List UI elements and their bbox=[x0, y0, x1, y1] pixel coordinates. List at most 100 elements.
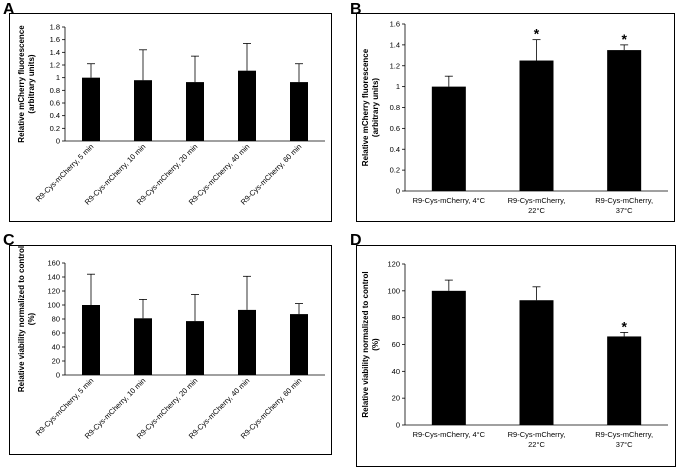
x-tick-label-b-1: R9-Cys-mCherry, 4°C bbox=[413, 196, 486, 205]
y-tick-label-d: 60 bbox=[392, 340, 400, 349]
y-tick-label-a: 1.8 bbox=[50, 23, 60, 32]
x-tick-label-line-b: 37°C bbox=[616, 206, 633, 215]
significance-star-b-2: * bbox=[534, 26, 540, 42]
y-tick-label-d: 100 bbox=[387, 286, 400, 295]
bar-c-2 bbox=[134, 318, 152, 375]
bar-b-2 bbox=[519, 60, 554, 191]
panel-letter-b: B bbox=[350, 1, 362, 18]
y-tick-label-b: 0 bbox=[396, 187, 400, 196]
panel-letter-c: C bbox=[3, 232, 15, 249]
y-tick-label-c: 20 bbox=[52, 357, 60, 366]
x-tick-label-b-2: R9-Cys-mCherry, 22°C bbox=[508, 196, 566, 215]
y-tick-label-c: 100 bbox=[47, 301, 60, 310]
y-tick-label-c: 80 bbox=[52, 315, 60, 324]
x-tick-label-c-1: R9-Cys-mCherry, 5 min bbox=[34, 376, 96, 438]
y-axis-title-line-c: (%) bbox=[27, 312, 36, 325]
x-tick-label-line-b: R9-Cys-mCherry, bbox=[595, 196, 653, 205]
bar-a-2 bbox=[134, 80, 152, 141]
chart-panel-a: 0 0.2 0.4 0.6 0.8 1 1.2 1.4 1.6 1.8 Relative mCher… bbox=[17, 23, 325, 207]
y-tick-label-d: 20 bbox=[392, 394, 400, 403]
y-axis-title-line-b: (arbitrary units) bbox=[371, 78, 380, 137]
chart-panel-d: 0 20 40 60 80 100 120 Relative viability normal… bbox=[361, 260, 668, 449]
y-axis-title-line-a: (arbitrary units) bbox=[27, 54, 36, 113]
y-tick-label-d: 120 bbox=[387, 260, 400, 269]
y-tick-label-a: 1.2 bbox=[50, 61, 60, 70]
bar-d-2 bbox=[519, 300, 554, 425]
y-tick-label-a: 0 bbox=[56, 137, 60, 146]
bar-c-3 bbox=[186, 321, 204, 375]
x-tick-label-d-3: R9-Cys-mCherry, 37°C bbox=[595, 430, 653, 449]
panel-frame-a bbox=[9, 13, 332, 222]
bar-c-1 bbox=[82, 305, 100, 375]
bar-a-4 bbox=[238, 70, 256, 141]
y-tick-label-c: 160 bbox=[47, 259, 60, 268]
chart-panel-b: 0 0.2 0.4 0.6 0.8 1 1.2 1.4 1.6 Relative mCherry … bbox=[361, 20, 668, 215]
bar-d-3 bbox=[607, 336, 642, 425]
x-tick-label-c-5: R9-Cys-mCherry, 60 min bbox=[239, 376, 304, 441]
y-axis-title-line-d: (%) bbox=[371, 338, 380, 351]
y-tick-label-d: 80 bbox=[392, 313, 400, 322]
x-tick-label-line-d: R9-Cys-mCherry, bbox=[508, 430, 566, 439]
x-tick-label-d-1: R9-Cys-mCherry, 4°C bbox=[413, 430, 486, 439]
error-bar-c-4 bbox=[243, 275, 251, 310]
panel-frame-c bbox=[9, 245, 332, 455]
bar-a-3 bbox=[186, 82, 204, 141]
y-axis-title-line-d: Relative viability normalized to control bbox=[361, 271, 370, 417]
x-tick-label-a-5: R9-Cys-mCherry, 60 min bbox=[239, 142, 304, 207]
y-axis-title-line-b: Relative mCherry fluorescence bbox=[361, 48, 370, 166]
bar-c-5 bbox=[290, 314, 308, 375]
x-tick-label-d-2: R9-Cys-mCherry, 22°C bbox=[508, 430, 566, 449]
error-bar-d-1 bbox=[444, 279, 453, 291]
y-tick-label-a: 0.8 bbox=[50, 86, 60, 95]
error-bar-a-5 bbox=[295, 63, 303, 83]
y-tick-label-d: 0 bbox=[396, 421, 400, 430]
y-tick-label-b: 1.6 bbox=[390, 20, 400, 29]
y-tick-label-a: 1 bbox=[56, 73, 60, 82]
error-bar-b-3 bbox=[620, 44, 629, 51]
y-axis-title-a: Relative mCherry fluorescence(arbitrary … bbox=[17, 25, 36, 143]
y-tick-label-b: 0.4 bbox=[390, 145, 400, 154]
significance-star-d-3: * bbox=[621, 318, 627, 334]
y-axis-title-c: Relative viability normalized to control… bbox=[17, 246, 36, 392]
error-bar-a-3 bbox=[191, 55, 199, 83]
error-bar-c-1 bbox=[87, 273, 95, 305]
y-axis-title-b: Relative mCherry fluorescence(arbitrary … bbox=[361, 48, 380, 166]
x-tick-label-b-3: R9-Cys-mCherry, 37°C bbox=[595, 196, 653, 215]
error-bar-b-1 bbox=[444, 75, 453, 87]
error-bar-a-1 bbox=[87, 63, 95, 78]
y-tick-label-a: 0.2 bbox=[50, 124, 60, 133]
y-axis-title-line-a: Relative mCherry fluorescence bbox=[17, 25, 26, 143]
error-bar-d-2 bbox=[532, 286, 541, 301]
y-tick-label-b: 1.2 bbox=[390, 61, 400, 70]
x-tick-label-line-b: R9-Cys-mCherry, bbox=[508, 196, 566, 205]
y-axis-title-line-c: Relative viability normalized to control bbox=[17, 246, 26, 392]
y-tick-label-b: 1.4 bbox=[390, 40, 400, 49]
y-axis-title-d: Relative viability normalized to control… bbox=[361, 271, 380, 417]
y-tick-label-b: 0.8 bbox=[390, 103, 400, 112]
bar-b-1 bbox=[431, 86, 466, 191]
x-tick-label-a-1: R9-Cys-mCherry, 5 min bbox=[34, 142, 96, 204]
y-tick-label-a: 0.6 bbox=[50, 99, 60, 108]
panel-letter-a: A bbox=[3, 1, 15, 18]
x-tick-label-line-b: 22°C bbox=[528, 206, 545, 215]
bar-a-1 bbox=[82, 77, 100, 141]
x-tick-label-line-d: R9-Cys-mCherry, 4°C bbox=[413, 430, 486, 439]
y-tick-label-a: 1.6 bbox=[50, 35, 60, 44]
panel-letter-d: D bbox=[350, 232, 362, 249]
x-tick-label-line-d: 37°C bbox=[616, 440, 633, 449]
y-tick-label-c: 120 bbox=[47, 287, 60, 296]
y-tick-label-b: 0.2 bbox=[390, 166, 400, 175]
significance-star-b-3: * bbox=[621, 31, 627, 47]
error-bar-a-2 bbox=[139, 49, 147, 81]
bar-b-3 bbox=[607, 50, 642, 191]
error-bar-c-5 bbox=[295, 303, 303, 315]
x-tick-label-line-d: R9-Cys-mCherry, bbox=[595, 430, 653, 439]
y-tick-label-c: 40 bbox=[52, 343, 60, 352]
error-bar-c-2 bbox=[139, 298, 147, 319]
y-tick-label-d: 40 bbox=[392, 367, 400, 376]
x-tick-label-line-d: 22°C bbox=[528, 440, 545, 449]
error-bar-c-3 bbox=[191, 294, 199, 322]
y-tick-label-b: 1 bbox=[396, 82, 400, 91]
y-tick-label-a: 1.4 bbox=[50, 48, 60, 57]
